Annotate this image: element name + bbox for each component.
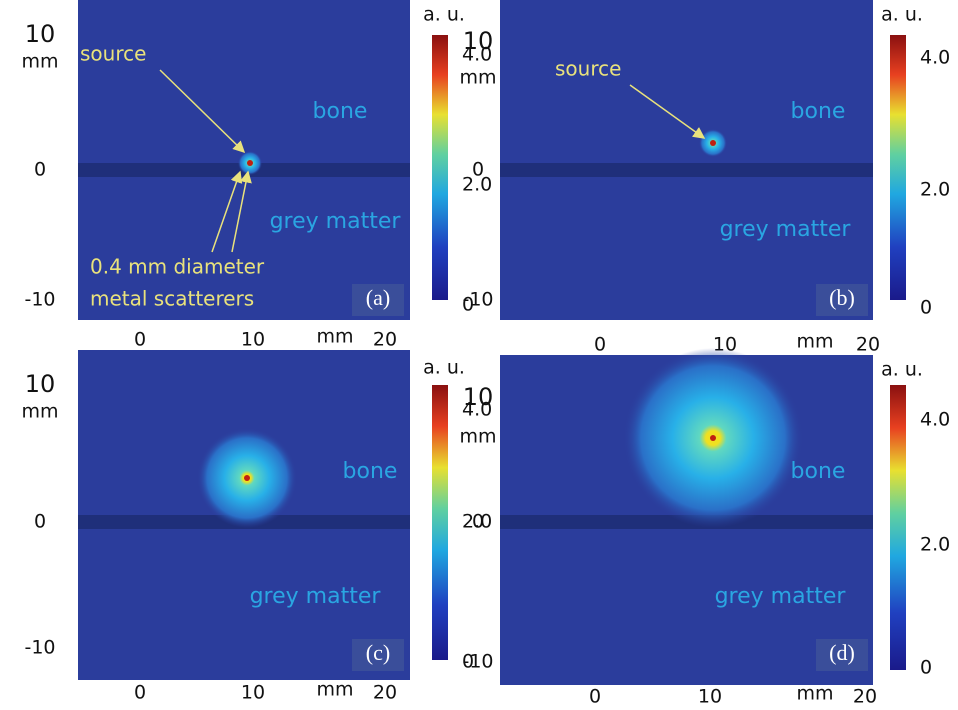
source-point [244,475,250,481]
colorbar-tick-label: 0 [462,651,474,673]
region-label: grey matter [720,217,852,242]
y-tick-label: 0 [34,159,46,181]
colorbar [432,35,448,300]
x-tick-label: 0 [134,682,146,704]
x-tick-label: 20 [373,329,397,351]
panel-label: (c) [366,640,390,665]
region-label: bone [343,459,398,484]
source-point [710,140,716,146]
annotation: source [555,57,621,81]
x-unit: mm [316,326,353,348]
colorbar-tick-label: 4.0 [462,44,492,66]
region-label: grey matter [270,209,402,234]
annotation: metal scatterers [90,287,254,311]
colorbar-unit: a. u. [423,4,465,26]
colorbar [890,385,906,670]
y-unit: mm [459,67,496,89]
colorbar [432,385,448,660]
heatmap-background [500,0,873,320]
colorbar-tick-label: 4.0 [462,399,492,421]
panel-label-box [352,284,404,316]
x-tick-label: 0 [589,686,601,708]
y-tick-label: -10 [462,651,493,673]
x-tick-label: 10 [698,686,722,708]
colorbar-tick-label: 2.0 [462,174,492,196]
annotation-arrow [159,69,246,154]
colorbar-unit: a. u. [881,4,923,26]
x-tick-label: 0 [594,334,606,356]
annotation-arrow [629,84,706,139]
colorbar-tick-label: 2.0 [920,179,950,201]
y-tick-label: 10 [25,20,56,48]
colorbar-tick-label: 0 [920,297,932,319]
annotation-arrow [231,170,252,253]
colorbar-tick-label: 0 [920,657,932,679]
y-tick-label: -10 [24,637,55,659]
y-tick-label: 10 [463,383,494,411]
panel-label: (a) [366,285,390,310]
x-unit: mm [796,331,833,353]
x-tick-label: 20 [856,334,880,356]
x-tick-label: 0 [134,329,146,351]
colorbar-tick-label: 2.0 [462,511,492,533]
region-label: grey matter [250,584,382,609]
x-tick-label: 10 [241,682,265,704]
colorbar-tick-label: 4.0 [920,409,950,431]
colorbar-tick-label: 2.0 [920,534,950,556]
panel-label: (b) [829,285,855,310]
colorbar-tick-label: 0 [462,294,474,316]
x-tick-label: 20 [373,682,397,704]
panel-label: (d) [829,640,855,665]
source-point [710,435,716,441]
x-tick-label: 10 [241,329,265,351]
y-tick-label: 0 [472,511,484,533]
y-tick-label: -10 [462,289,493,311]
region-label: bone [791,99,846,124]
y-tick-label: 0 [472,159,484,181]
y-tick-label: -10 [24,289,55,311]
y-unit: mm [21,401,58,423]
colorbar-unit: a. u. [881,359,923,381]
y-tick-label: 0 [34,511,46,533]
panel-label-box [816,639,868,671]
region-label: bone [313,99,368,124]
colorbar [890,35,906,300]
source-point [247,160,253,166]
x-tick-label: 20 [853,686,877,708]
region-label: bone [791,459,846,484]
y-tick-label: 10 [463,27,494,55]
colorbar-unit: a. u. [423,357,465,379]
grey-matter-boundary [500,163,873,177]
annotation: 0.4 mm diameter [90,255,265,279]
panel-label-box [816,284,868,316]
y-tick-label: 10 [25,370,56,398]
annotation: source [80,42,146,66]
annotation-arrow [211,170,243,253]
region-label: grey matter [715,584,847,609]
y-unit: mm [21,51,58,73]
x-unit: mm [796,683,833,705]
colorbar-tick-label: 4.0 [920,47,950,69]
y-unit: mm [459,426,496,448]
panel-label-box [352,639,404,671]
x-unit: mm [316,679,353,701]
